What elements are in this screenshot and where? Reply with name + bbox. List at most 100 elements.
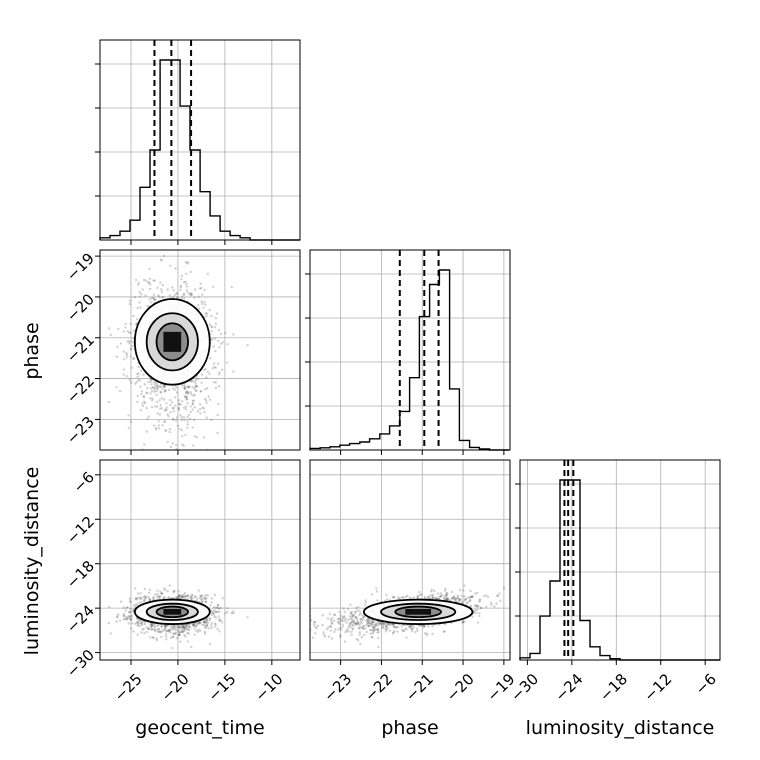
scatter-point [150,625,154,628]
scatter-point [175,391,179,394]
scatter-point [355,616,358,620]
scatter-point [462,621,465,624]
scatter-point [154,298,157,301]
scatter-point [182,596,185,599]
scatter-point [446,597,450,600]
scatter-point [443,595,446,598]
scatter-point [145,279,148,282]
scatter-point [214,606,218,609]
scatter-point [178,627,181,630]
scatter-point [163,625,166,628]
scatter-point [485,594,488,597]
scatter-point [367,621,371,625]
scatter-point [422,624,425,628]
scatter-point [171,635,175,638]
scatter-point [355,622,358,625]
scatter-point [188,385,191,388]
scatter-point [426,596,430,599]
scatter-point [191,399,195,403]
scatter-point [326,617,330,620]
scatter-point [166,288,169,291]
scatter-point [386,626,389,629]
scatter-point [339,619,343,623]
scatter-point [173,589,176,592]
scatter-point [361,625,365,628]
scatter-point [210,418,213,422]
scatter-point [138,295,142,298]
scatter-point [141,404,145,408]
scatter-point [434,596,437,600]
scatter-point [202,407,205,410]
scatter-point [149,624,152,627]
scatter-point [204,368,207,371]
scatter-point [378,622,381,625]
scatter-point [408,596,411,599]
scatter-point [439,592,442,595]
scatter-point [218,346,221,349]
scatter-point [186,385,189,389]
scatter-point [148,598,152,602]
scatter-point [217,615,221,618]
scatter-point [164,626,167,629]
scatter-point [457,599,461,602]
scatter-point [175,386,178,389]
scatter-point [152,596,155,599]
scatter-point [115,386,118,389]
scatter-point [147,595,150,599]
scatter-point [182,626,185,629]
scatter-point [188,293,191,296]
scatter-point [313,621,316,624]
scatter-point [221,368,224,371]
scatter-point [371,622,374,626]
scatter-point [362,615,365,619]
scatter-point [158,413,162,416]
scatter-point [367,617,371,621]
scatter-point [495,602,498,605]
scatter-point [459,598,462,601]
scatter-point [210,314,213,318]
scatter-point [383,623,386,626]
scatter-point [443,630,446,633]
scatter-point [204,593,208,597]
scatter-point [130,627,133,630]
scatter-point [502,587,506,590]
scatter-point [369,622,372,625]
scatter-point [414,631,417,634]
scatter-point [485,605,488,609]
scatter-point [478,598,482,601]
scatter-point [128,600,132,603]
scatter-point [202,623,206,627]
scatter-point [199,621,202,624]
scatter-point [191,403,194,406]
scatter-point [150,297,154,300]
scatter-point [185,595,189,598]
scatter-point [142,599,146,602]
scatter-point [205,618,208,621]
scatter-point [181,631,184,634]
scatter-point [184,396,187,399]
scatter-point [144,294,147,297]
scatter-point [183,629,186,632]
scatter-point [163,384,166,387]
scatter-point [214,625,217,628]
scatter-point [137,592,140,595]
scatter-point [127,427,130,430]
scatter-point [134,596,138,600]
scatter-point [453,598,456,601]
scatter-point [177,596,181,599]
scatter-point [474,604,478,608]
scatter-point [214,623,217,626]
y-tick-label-phase-4: −23 [63,413,98,448]
scatter-point [445,596,448,600]
scatter-point [366,621,370,625]
scatter-point [359,618,362,621]
scatter-point [208,398,212,401]
scatter-point [132,630,135,633]
scatter-point [393,630,396,633]
scatter-point [191,408,194,411]
scatter-point [178,595,181,598]
scatter-point [346,628,349,631]
scatter-point [186,423,189,426]
scatter-point [199,597,202,601]
scatter-point [496,594,500,598]
